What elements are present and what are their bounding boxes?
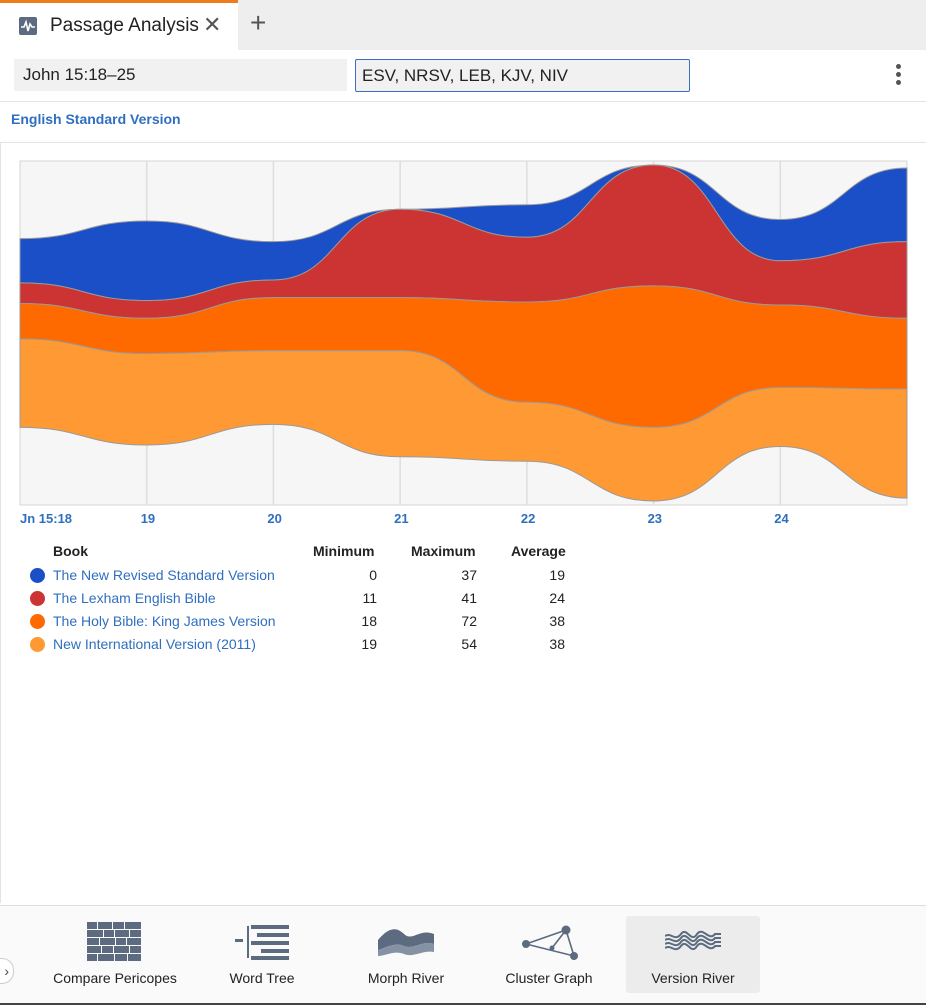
legend-row: The New Revised Standard Version 0 37 19 [0,564,600,587]
plus-icon[interactable]: + [250,7,267,38]
tool-label: Version River [651,970,735,986]
tool-compare-pericopes[interactable]: Compare Pericopes [45,916,185,993]
legend-row: The Holy Bible: King James Version 18 72… [0,610,600,633]
tab-bar: Passage Analysis ✕ + [0,0,926,50]
tool-word-tree[interactable]: Word Tree [198,916,326,993]
series-color-dot [30,591,45,606]
x-tick-label[interactable]: 20 [267,511,282,526]
legend-header-min: Minimum [313,543,375,559]
version-river-chart [19,160,908,506]
window-edge [0,1003,926,1005]
x-tick-label[interactable]: 22 [520,511,536,526]
x-tick-label[interactable]: Jn 15:18 [20,511,73,526]
waveform-icon [19,17,37,35]
legend-series-name[interactable]: The New Revised Standard Version [53,567,275,583]
version-river-icon [665,930,721,951]
legend-max: 37 [461,567,477,583]
legend-avg: 38 [549,613,565,629]
tools-panel: › Compare Pericopes Word [0,905,926,1005]
series-color-dot [30,568,45,583]
legend-series-name[interactable]: The Lexham English Bible [53,590,216,606]
series-color-dot [30,614,45,629]
word-tree-icon [235,925,289,960]
divider [0,142,926,143]
tool-label: Morph River [367,970,445,986]
tool-label: Word Tree [229,970,295,986]
legend-avg: 38 [549,636,565,652]
tool-label: Cluster Graph [505,970,593,986]
tool-cluster-graph[interactable]: Cluster Graph [485,916,613,993]
panel-edge [0,143,1,903]
legend-header-max: Maximum [411,543,476,559]
series-color-dot [30,637,45,652]
morph-river-icon [378,929,434,956]
legend-series-name[interactable]: New International Version (2011) [53,636,256,652]
tab-passage-analysis[interactable]: Passage Analysis ✕ [0,0,238,50]
tool-morph-river[interactable]: Morph River [340,916,472,993]
versions-input[interactable] [355,59,690,92]
legend-row: New International Version (2011) 19 54 3… [0,633,600,656]
cluster-graph-icon [522,925,578,960]
legend-series-name[interactable]: The Holy Bible: King James Version [53,613,276,629]
legend-min: 19 [361,636,377,652]
legend-max: 54 [461,636,477,652]
current-version-link[interactable]: English Standard Version [11,111,181,127]
legend-header-avg: Average [511,543,566,559]
x-tick-label[interactable]: 19 [140,511,156,526]
series-band[interactable] [19,338,908,502]
chevron-right-icon[interactable]: › [0,958,14,984]
tool-version-river[interactable]: Version River [626,916,760,993]
toolbar [0,50,926,102]
x-tick-label[interactable]: 24 [774,511,789,526]
legend-max: 72 [461,613,477,629]
tab-title: Passage Analysis [50,15,199,36]
legend-min: 18 [361,613,377,629]
reference-input[interactable] [14,59,347,91]
x-tick-label[interactable]: 21 [394,511,409,526]
legend-avg: 19 [549,567,565,583]
compare-pericopes-icon [87,922,141,961]
x-tick-label[interactable]: 23 [647,511,663,526]
tool-label: Compare Pericopes [53,970,177,986]
close-icon[interactable]: ✕ [203,12,222,37]
legend-row: The Lexham English Bible 11 41 24 [0,587,600,610]
more-vertical-icon[interactable] [889,62,907,90]
legend-min: 11 [362,590,377,606]
legend-avg: 24 [549,590,565,606]
legend-header-book: Book [53,543,88,559]
legend-min: 0 [369,567,377,583]
legend-max: 41 [461,590,477,606]
